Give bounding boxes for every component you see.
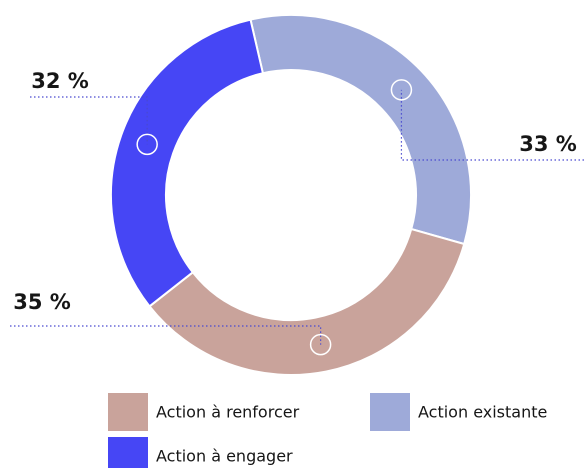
legend-swatch xyxy=(108,393,148,431)
leader-line xyxy=(400,89,584,161)
legend-label: Action à renforcer xyxy=(156,403,300,422)
slice-marker xyxy=(390,79,413,101)
slice-marker xyxy=(309,333,332,356)
legend-label: Action à engager xyxy=(156,447,293,466)
slice-marker xyxy=(136,133,158,156)
donut-slice xyxy=(148,227,466,376)
value-label: 35 % xyxy=(13,290,71,314)
legend-swatch xyxy=(370,393,410,431)
donut-slice xyxy=(249,14,472,246)
legend-swatch xyxy=(108,437,148,468)
value-label: 33 % xyxy=(519,132,577,156)
leader-line xyxy=(30,96,148,145)
donut-slice xyxy=(110,18,265,308)
value-label: 32 % xyxy=(31,69,89,93)
legend-label: Action existante xyxy=(418,403,547,422)
